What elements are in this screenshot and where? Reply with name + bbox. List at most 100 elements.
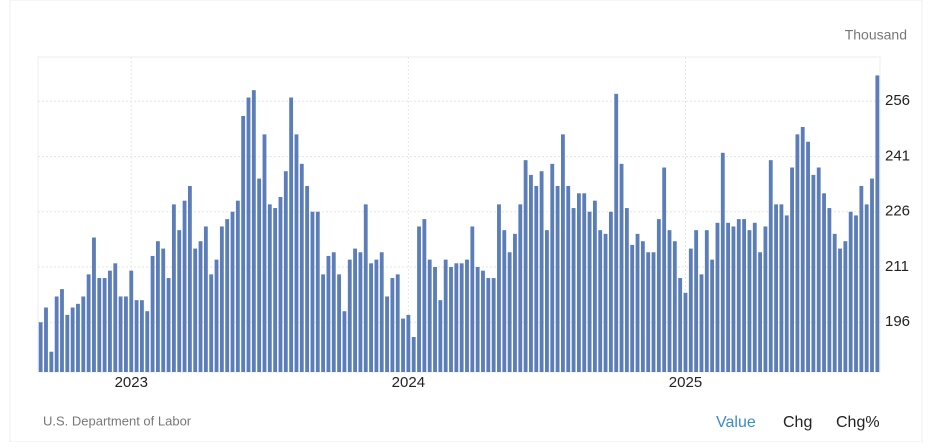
bar	[742, 219, 747, 372]
bar	[539, 171, 544, 372]
bar	[624, 208, 629, 372]
bar	[875, 75, 880, 372]
bar	[411, 337, 416, 372]
bar	[139, 300, 144, 372]
bar	[92, 237, 96, 372]
bar	[614, 93, 619, 372]
bar	[688, 248, 693, 372]
bar	[193, 248, 198, 372]
bar	[198, 241, 203, 372]
bar	[662, 167, 667, 372]
bar	[289, 97, 294, 373]
bar	[710, 259, 715, 372]
bar	[848, 211, 853, 372]
bar	[358, 252, 363, 372]
bar	[219, 226, 224, 372]
bar	[102, 278, 107, 372]
bar	[86, 274, 91, 372]
bar	[177, 230, 182, 372]
bar	[518, 204, 523, 372]
bar	[497, 204, 501, 372]
bar	[454, 263, 459, 372]
bar	[145, 311, 150, 372]
bar	[587, 211, 592, 372]
bar	[795, 134, 800, 372]
bar	[262, 134, 267, 372]
bar	[38, 322, 43, 372]
bar	[182, 200, 187, 372]
bar	[113, 263, 118, 372]
bar	[784, 215, 789, 372]
bar	[129, 270, 134, 372]
bar	[124, 296, 128, 372]
bar	[502, 230, 507, 372]
bar	[76, 303, 80, 372]
tab[interactable]: Chg%	[836, 414, 880, 431]
bar	[331, 252, 336, 372]
bar	[566, 185, 571, 372]
bar	[241, 115, 246, 373]
bar	[166, 278, 171, 372]
bar	[171, 204, 176, 372]
bar	[369, 263, 373, 372]
bar	[443, 259, 448, 372]
bar	[726, 222, 731, 372]
tab[interactable]: Value	[716, 414, 756, 431]
x-tick-label: 2023	[115, 374, 148, 391]
bar	[379, 252, 384, 372]
bar	[582, 193, 587, 372]
bar	[417, 226, 421, 372]
bar	[486, 278, 491, 372]
bar	[715, 222, 720, 372]
bar	[747, 230, 752, 372]
bar	[513, 233, 517, 372]
bar	[283, 171, 288, 372]
bar	[576, 193, 581, 372]
bar	[294, 134, 299, 372]
bar	[827, 208, 832, 372]
bar	[326, 255, 331, 372]
bar	[598, 230, 603, 372]
bar	[843, 241, 848, 372]
bar	[720, 152, 725, 372]
bar	[342, 311, 347, 372]
bar	[438, 300, 443, 372]
bar	[187, 185, 192, 372]
bar	[427, 259, 432, 372]
bar	[571, 208, 576, 372]
bar	[854, 215, 858, 372]
y-tick-label: 196	[885, 313, 910, 330]
bar	[305, 185, 310, 372]
bar	[203, 226, 208, 372]
tab[interactable]: Chg	[783, 414, 812, 431]
bar	[65, 314, 70, 372]
bar	[246, 97, 251, 373]
bar	[758, 252, 763, 372]
bar	[395, 274, 400, 372]
bar	[449, 267, 453, 372]
unit-label: Thousand	[845, 27, 907, 43]
bar	[470, 226, 475, 372]
bar	[678, 278, 683, 372]
bar	[640, 241, 645, 372]
bar	[475, 267, 480, 372]
bar	[523, 160, 528, 372]
bar	[630, 244, 635, 372]
bar	[299, 163, 304, 372]
bar	[672, 241, 677, 372]
bar	[134, 300, 139, 372]
bar	[363, 204, 368, 372]
bar	[310, 211, 315, 372]
bar	[374, 259, 379, 372]
y-tick-label: 241	[885, 147, 910, 164]
bar	[214, 259, 219, 372]
bar	[353, 248, 358, 372]
bar	[529, 174, 533, 372]
bar	[822, 193, 826, 372]
bar	[70, 307, 75, 372]
bar	[656, 219, 661, 372]
bar	[806, 141, 810, 372]
bar	[694, 230, 699, 372]
bar	[763, 226, 768, 372]
bar	[731, 226, 736, 372]
